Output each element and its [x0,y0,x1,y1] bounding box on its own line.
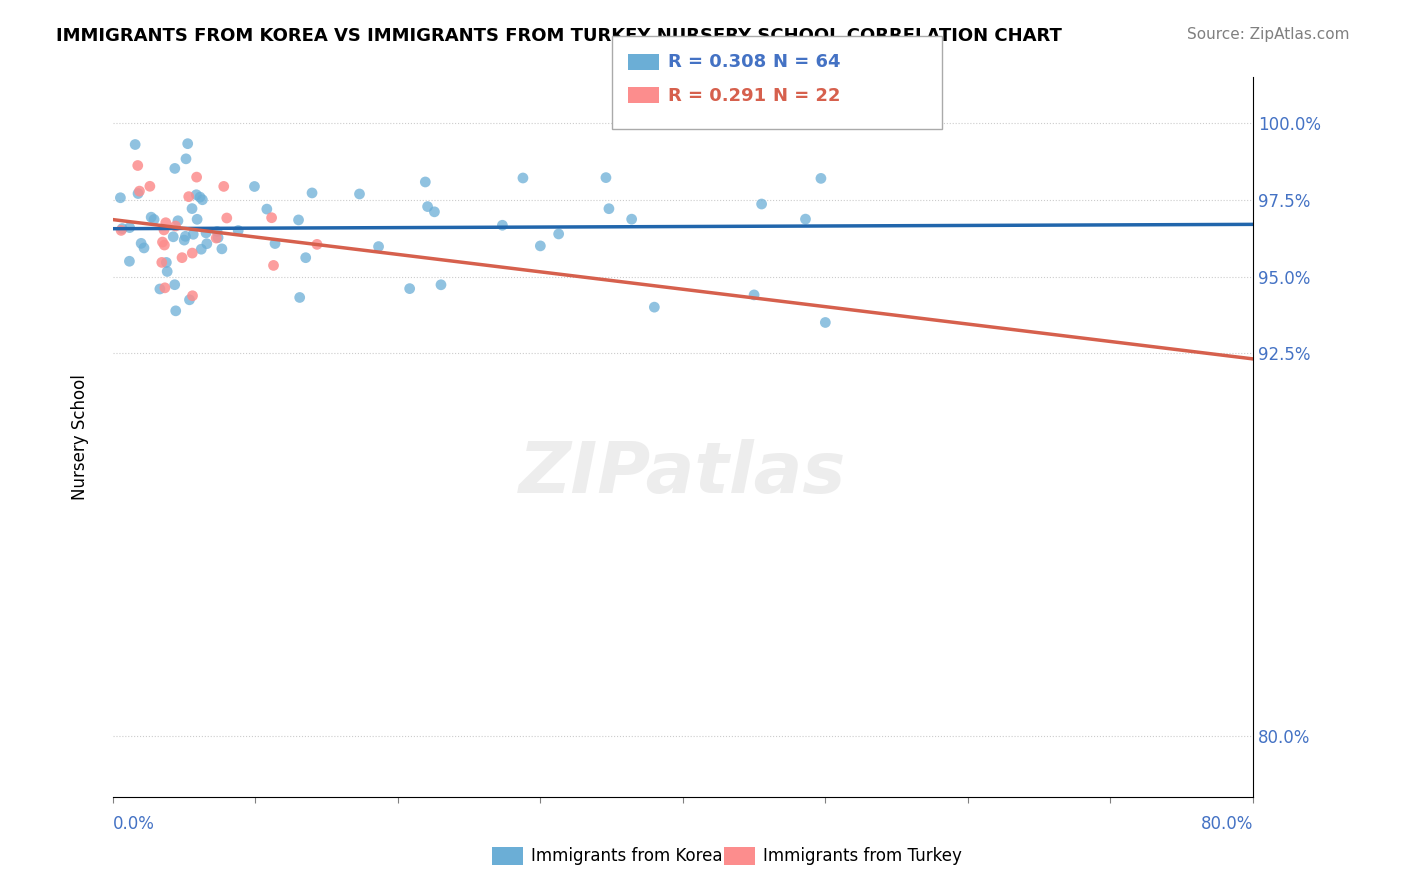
Point [190,242,212,256]
Point [163,277,186,292]
Point [810,171,832,186]
Point [111,221,134,235]
Point [205,231,228,245]
Text: IMMIGRANTS FROM KOREA VS IMMIGRANTS FROM TURKEY NURSERY SCHOOL CORRELATION CHART: IMMIGRANTS FROM KOREA VS IMMIGRANTS FROM… [56,27,1062,45]
Point [153,223,176,237]
Point [149,282,172,296]
Text: R = 0.308: R = 0.308 [668,54,779,71]
Point [139,179,162,194]
Text: 80.0%: 80.0% [1201,815,1253,833]
Point [186,187,208,202]
Point [141,210,163,224]
Point [367,239,389,253]
Text: N = 22: N = 22 [773,87,841,105]
Point [174,229,197,244]
Point [491,219,513,233]
Y-axis label: Nursery School: Nursery School [72,375,89,500]
Point [153,238,176,252]
Point [416,200,439,214]
Point [156,264,179,278]
Point [595,170,617,185]
Point [150,255,173,269]
Point [110,191,132,205]
Point [170,251,193,265]
Point [191,193,214,207]
Point [186,212,208,227]
Point [176,136,198,151]
Point [288,290,311,304]
Point [263,259,285,273]
Point [751,197,773,211]
Point [177,189,200,203]
Point [205,225,228,239]
Point [305,237,328,252]
Point [207,230,229,244]
Point [152,235,174,249]
Point [153,281,176,295]
Point [211,242,233,256]
Point [598,202,620,216]
Point [155,255,177,269]
Point [752,110,775,124]
Text: ZIPatlas: ZIPatlas [519,439,846,508]
Point [512,171,534,186]
Point [143,212,166,227]
Point [287,213,309,227]
Point [173,233,195,247]
Point [179,293,201,307]
Text: Immigrants from Korea: Immigrants from Korea [531,847,723,865]
Point [181,246,204,260]
Point [264,236,287,251]
Point [165,219,187,233]
Text: N = 64: N = 64 [773,54,841,71]
Point [215,211,238,225]
Point [430,277,453,292]
Point [415,175,437,189]
Point [195,236,218,251]
Text: R = 0.291: R = 0.291 [668,87,779,105]
Point [163,161,186,176]
Point [256,202,278,216]
Point [423,204,446,219]
Point [155,216,177,230]
Point [195,226,218,240]
Point [110,223,132,237]
Point [620,212,643,227]
Point [162,229,184,244]
Text: 0.0%: 0.0% [112,815,155,833]
Point [165,303,187,318]
Point [128,184,150,198]
Point [349,186,371,201]
Point [127,186,149,201]
Point [181,289,204,303]
Point [294,251,316,265]
Point [181,202,204,216]
Text: Immigrants from Turkey: Immigrants from Turkey [763,847,962,865]
Point [127,159,149,173]
Point [529,239,551,253]
Point [301,186,323,200]
Point [186,170,208,185]
Text: Source: ZipAtlas.com: Source: ZipAtlas.com [1187,27,1350,42]
Point [643,300,665,314]
Point [129,236,152,251]
Point [260,211,283,225]
Point [181,227,204,242]
Point [226,223,249,237]
Point [243,179,266,194]
Point [118,220,141,235]
Point [212,179,235,194]
Point [132,241,155,255]
Point [398,282,420,296]
Point [124,137,146,152]
Point [742,288,765,302]
Point [814,316,837,330]
Point [547,227,569,241]
Point [188,190,211,204]
Point [174,152,197,166]
Point [167,214,190,228]
Point [794,212,817,227]
Point [118,254,141,268]
